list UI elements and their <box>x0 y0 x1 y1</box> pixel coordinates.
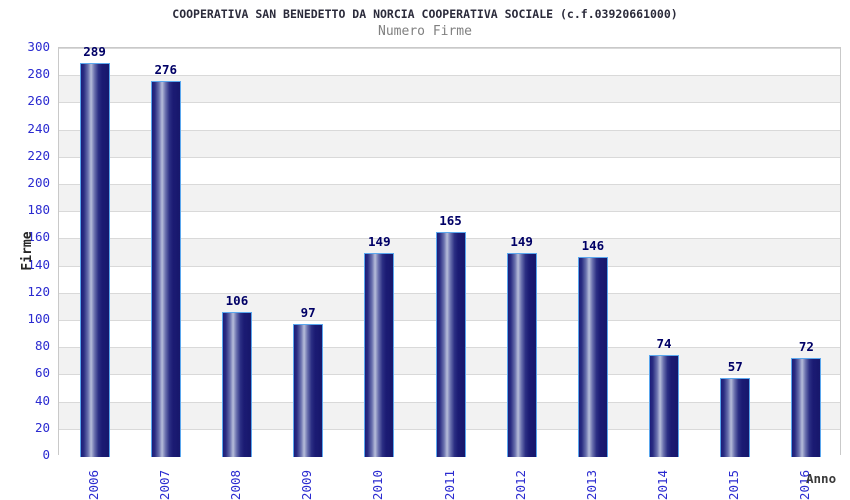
chart-title: COOPERATIVA SAN BENEDETTO DA NORCIA COOP… <box>172 7 678 21</box>
gridline <box>59 75 840 77</box>
y-tick-label: 260 <box>27 93 50 109</box>
x-tick-label-2006: 2006 <box>85 469 101 500</box>
bar-2016 <box>791 358 822 457</box>
y-tick-label: 20 <box>34 419 50 435</box>
bar-value-label: 149 <box>368 234 391 250</box>
x-tick-label-2013: 2013 <box>583 469 599 500</box>
bar-value-label: 74 <box>656 336 672 352</box>
gridline <box>59 129 840 131</box>
y-tick-label: 100 <box>27 311 50 326</box>
y-tick-label: 0 <box>42 447 50 462</box>
bar-2008 <box>221 311 252 457</box>
y-tick-label: 80 <box>34 338 50 354</box>
gridline <box>59 211 840 213</box>
y-axis-title: Firme <box>20 231 35 271</box>
grid-band <box>59 184 840 212</box>
x-tick-label-2009: 2009 <box>299 469 315 500</box>
y-tick-label: 280 <box>27 66 50 82</box>
bar-2006 <box>79 62 110 457</box>
bar-2009 <box>293 324 324 457</box>
x-axis-title: Anno <box>806 471 837 486</box>
x-tick-label-2007: 2007 <box>156 469 172 500</box>
x-tick-label-2015: 2015 <box>726 469 742 500</box>
gridline <box>59 48 840 49</box>
gridline <box>59 184 840 185</box>
bar-2015 <box>720 378 751 457</box>
bar-2010 <box>364 253 395 457</box>
y-tick-label: 220 <box>27 147 50 163</box>
bar-value-label: 72 <box>798 339 814 355</box>
grid-band <box>59 156 840 184</box>
bar-value-label: 146 <box>581 238 605 254</box>
bar-2013 <box>577 257 608 457</box>
y-tick-label: 120 <box>27 283 50 299</box>
gridline <box>59 156 840 158</box>
bar-2012 <box>506 253 537 457</box>
bar-value-label: 289 <box>83 43 106 59</box>
chart-subtitle: Numero Firme <box>378 24 472 39</box>
bar-value-label: 149 <box>510 234 533 250</box>
y-tick-label: 200 <box>27 175 50 190</box>
x-tick-label-2012: 2012 <box>512 469 528 500</box>
y-tick-label: 300 <box>27 39 50 54</box>
y-tick-label: 140 <box>27 256 50 272</box>
grid-band <box>59 129 840 157</box>
bar-value-label: 97 <box>300 305 316 321</box>
bar-value-label: 165 <box>439 212 462 228</box>
bar-2011 <box>435 231 466 457</box>
bar-value-label: 276 <box>154 61 178 77</box>
bar-2014 <box>649 355 680 457</box>
grid-band <box>59 48 840 76</box>
y-tick-label: 240 <box>27 120 50 136</box>
bar-value-label: 57 <box>727 359 743 375</box>
bar-value-label: 106 <box>225 292 249 308</box>
y-tick-label: 60 <box>34 365 50 381</box>
gridline <box>59 102 840 104</box>
grid-band <box>59 75 840 103</box>
y-tick-label: 40 <box>34 392 50 408</box>
x-tick-label-2014: 2014 <box>655 469 671 500</box>
grid-band <box>59 102 840 130</box>
x-tick-label-2011: 2011 <box>441 469 457 500</box>
y-tick-label: 160 <box>27 229 50 245</box>
plot-area: 289 276 106 97 149 165 149 146 74 57 72 <box>58 43 841 457</box>
x-tick-label-2010: 2010 <box>370 469 386 500</box>
y-tick-label: 180 <box>27 202 50 218</box>
x-tick-label-2008: 2008 <box>227 469 243 500</box>
bar-2007 <box>150 80 181 457</box>
